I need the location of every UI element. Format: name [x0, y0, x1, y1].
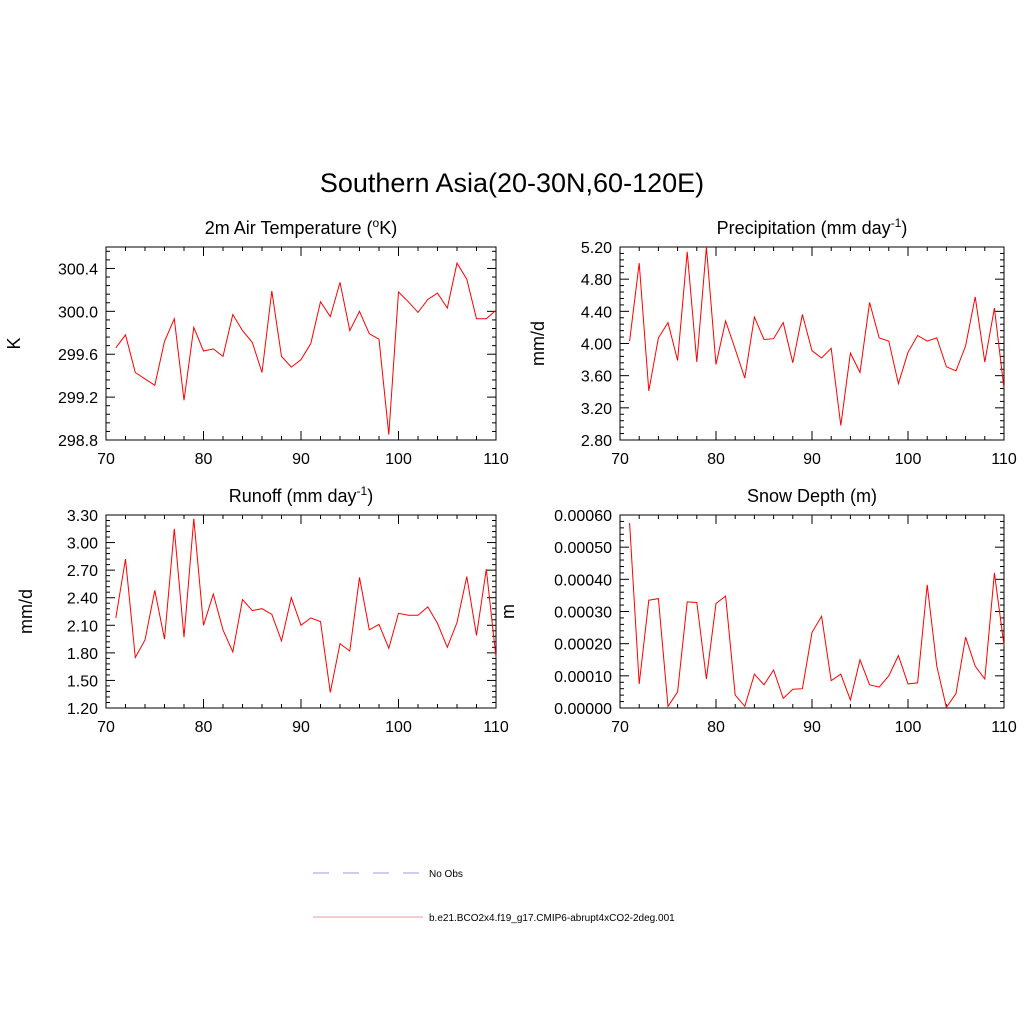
panel-1: 2m Air Temperature (oK) 70 80 90 100 110 298.8… [4, 216, 509, 468]
series-line [115, 261, 497, 435]
x-tick-label: 100 [385, 451, 412, 468]
plot-frame [619, 246, 1005, 441]
y-axis-label: m [498, 604, 518, 619]
x-tick-label: 80 [195, 719, 213, 736]
tick-marks [619, 514, 1005, 709]
legend-label: No Obs [429, 869, 463, 880]
legend-item: No Obs [313, 869, 463, 880]
y-tick-label: 4.80 [581, 272, 612, 289]
panel-title-text: Precipitation (mm day [717, 218, 891, 238]
panel-title-superscript: -1 [891, 216, 902, 230]
y-tick-label: 300.0 [58, 304, 98, 321]
panel-title-text: Runoff (mm day [229, 486, 357, 506]
y-tick-label: 300.4 [58, 261, 98, 278]
y-tick-label: 1.50 [67, 673, 98, 690]
x-tick-label: 90 [292, 451, 310, 468]
y-tick-label: 2.70 [67, 563, 98, 580]
x-tick-label: 100 [895, 719, 922, 736]
tick-marks [619, 246, 1005, 441]
panel-title-tail: ) [901, 218, 907, 238]
x-tick-label: 110 [483, 451, 509, 468]
x-tick-label: 70 [611, 451, 629, 468]
panels: 2m Air Temperature (oK)70 80 90 100 110298.8… [4, 216, 1017, 736]
panel-title-text: Snow Depth (m) [747, 486, 877, 506]
panel-title: Precipitation (mm day-1) [717, 216, 908, 238]
figure-title: Southern Asia(20-30N,60-120E) [320, 168, 704, 198]
y-tick-label: 2.80 [581, 433, 612, 450]
x-tick-label: 70 [611, 719, 629, 736]
y-axis-label: mm/d [528, 321, 548, 366]
panel-title: Snow Depth (m) [747, 486, 877, 506]
tick-marks [105, 514, 497, 709]
x-tick-label: 70 [97, 719, 115, 736]
y-tick-label: 4.40 [581, 304, 612, 321]
y-tick-label: 0.00040 [554, 572, 612, 589]
legend-label: b.e21.BCO2x4.f19_g17.CMIP6-abrupt4xCO2-2… [429, 913, 675, 924]
y-tick-label: 0.00020 [554, 637, 612, 654]
y-tick-label: 2.40 [67, 591, 98, 608]
y-tick-label: 0.00060 [554, 508, 612, 525]
y-tick-label: 3.30 [67, 508, 98, 525]
x-tick-label: 70 [97, 451, 115, 468]
x-tick-label: 90 [803, 719, 821, 736]
series-line [629, 522, 1005, 709]
x-tick-label: 110 [991, 719, 1017, 736]
x-tick-label: 90 [292, 719, 310, 736]
x-tick-label: 100 [895, 451, 922, 468]
legend: No Obs b.e21.BCO2x4.f19_g17.CMIP6-abrupt4… [313, 869, 675, 924]
y-tick-label: 0.00010 [554, 669, 612, 686]
panel-2: Precipitation (mm day-1) 70 80 90 100 110 2.80… [528, 216, 1017, 468]
y-tick-label: 3.00 [67, 536, 98, 553]
series-line [629, 246, 1005, 426]
x-tick-label: 80 [707, 719, 725, 736]
y-tick-label: 298.8 [58, 433, 98, 450]
y-tick-label: 299.6 [58, 347, 98, 364]
panel-title: Runoff (mm day-1) [229, 484, 373, 506]
y-tick-label: 0.00050 [554, 540, 612, 557]
panel-3: Runoff (mm day-1) 70 80 90 100 110 1.20 1.50 1.8… [16, 484, 509, 736]
panel-title-tail: ) [367, 486, 373, 506]
legend-item: b.e21.BCO2x4.f19_g17.CMIP6-abrupt4xCO2-2… [313, 913, 675, 924]
y-tick-label: 0.00030 [554, 605, 612, 622]
panel-title-superscript: o [373, 216, 380, 230]
plot-frame [105, 514, 497, 709]
y-tick-label: 2.10 [67, 618, 98, 635]
y-tick-label: 299.2 [58, 390, 98, 407]
x-tick-label: 100 [385, 719, 412, 736]
tick-marks [105, 247, 497, 441]
y-axis-label: K [4, 337, 24, 349]
panel-title-text: 2m Air Temperature ( [205, 218, 373, 238]
y-tick-label: 4.00 [581, 337, 612, 354]
plot-frame [619, 514, 1005, 709]
x-tick-label: 90 [803, 451, 821, 468]
x-tick-label: 80 [707, 451, 725, 468]
x-tick-label: 110 [991, 451, 1017, 468]
y-tick-label: 1.20 [67, 701, 98, 718]
y-tick-label: 0.00000 [554, 701, 612, 718]
panel-4: Snow Depth (m) 70 80 90 100 110 0.00000 0.00010… [498, 486, 1017, 736]
x-tick-label: 110 [483, 719, 509, 736]
panel-title-superscript: -1 [357, 484, 368, 498]
y-tick-label: 3.20 [581, 401, 612, 418]
y-axis-label: mm/d [16, 589, 36, 634]
series-line [115, 518, 497, 693]
x-tick-label: 80 [195, 451, 213, 468]
panel-title-tail: K) [379, 218, 397, 238]
y-tick-label: 1.80 [67, 646, 98, 663]
y-tick-label: 3.60 [581, 369, 612, 386]
panel-title: 2m Air Temperature (oK) [205, 216, 397, 238]
y-tick-label: 5.20 [581, 240, 612, 257]
